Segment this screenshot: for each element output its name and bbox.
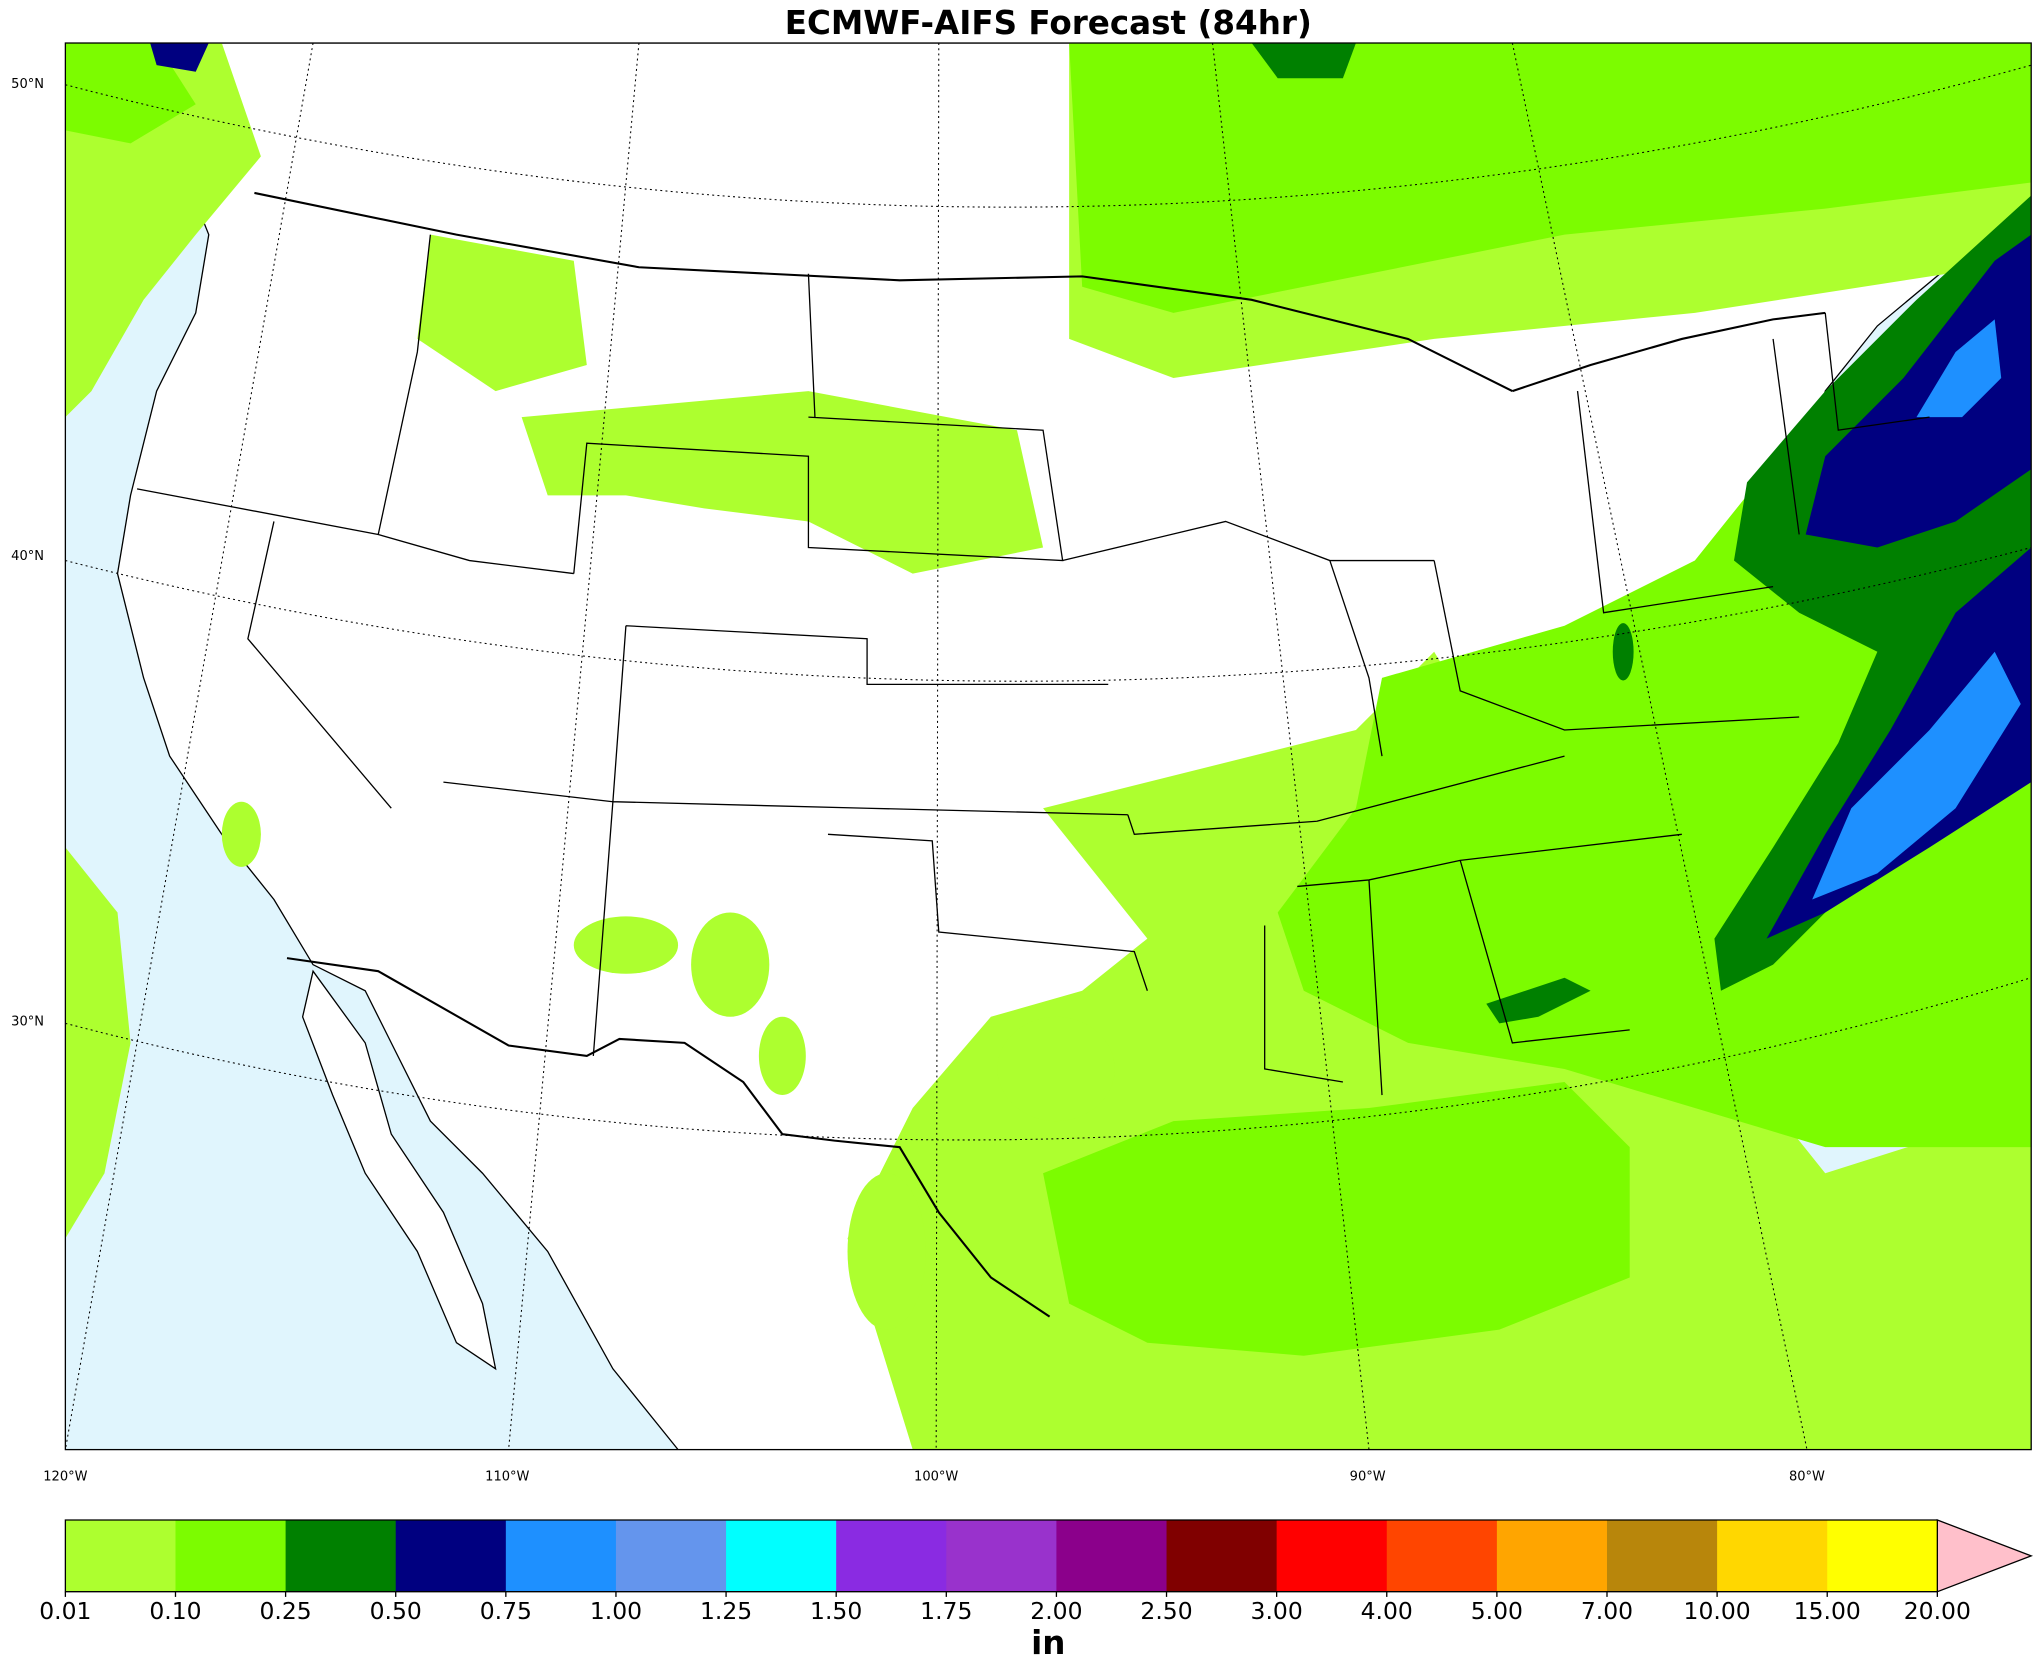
- colorbar-extend: [1936, 1519, 2034, 1593]
- colorbar-tick-label: 1.00: [590, 1597, 642, 1625]
- colorbar-bin: [505, 1519, 617, 1592]
- colorbar-bin: [1386, 1519, 1498, 1592]
- colorbar-tick-label: 5.00: [1471, 1597, 1523, 1625]
- colorbar-bin: [1606, 1519, 1718, 1592]
- map-frame: [64, 42, 2032, 1451]
- colorbar-tick-label: 3.00: [1251, 1597, 1303, 1625]
- colorbar-tick-label: 10.00: [1684, 1597, 1751, 1625]
- colorbar-bin: [175, 1519, 287, 1592]
- colorbar: 0.01 0.10 0.25 0.50 0.75 1.00 1.25 1.50 1.75 2.00…: [39, 1519, 2034, 1625]
- colorbar-tick-label: 0.10: [149, 1597, 201, 1625]
- lat-label: 50°N: [11, 77, 44, 92]
- colorbar-tick-label: 20.00: [1904, 1597, 1971, 1625]
- precip-075: [150, 43, 2032, 939]
- borders: [136, 191, 1930, 1318]
- colorbar-bin: [1056, 1519, 1168, 1592]
- colorbar-tick-label: 0.01: [39, 1597, 91, 1625]
- colorbar-tick-label: 2.50: [1140, 1597, 1192, 1625]
- map: 50°N 40°N 30°N 120°W 110°W 100°W 90°W 80…: [11, 42, 2032, 1484]
- colorbar-bin: [1276, 1519, 1388, 1592]
- lat-label: 30°N: [11, 1015, 44, 1030]
- colorbar-bin: [285, 1519, 397, 1592]
- lon-label: 100°W: [914, 1469, 958, 1484]
- colorbar-tick-label: 0.75: [480, 1597, 532, 1625]
- lon-label: 80°W: [1789, 1469, 1825, 1484]
- lon-label: 90°W: [1350, 1469, 1386, 1484]
- lon-label: 110°W: [485, 1469, 529, 1484]
- colorbar-bin: [1496, 1519, 1608, 1592]
- precip-100: [1812, 319, 2021, 900]
- colorbar-bin: [65, 1519, 177, 1592]
- colorbar-tick-label: 1.75: [920, 1597, 972, 1625]
- colorbar-tick-label: 1.25: [700, 1597, 752, 1625]
- colorbar-bin: [615, 1519, 727, 1592]
- colorbar-tick-label: 15.00: [1794, 1597, 1861, 1625]
- colorbar-bin: [395, 1519, 507, 1592]
- colorbar-bin: [1827, 1519, 1938, 1592]
- colorbar-bin: [836, 1519, 947, 1592]
- land-baja: [301, 969, 497, 1371]
- colorbar-tick-label: 0.50: [370, 1597, 422, 1625]
- colorbar-bin: [726, 1519, 837, 1592]
- colorbar-bin: [1166, 1519, 1278, 1592]
- graticule: [65, 43, 2032, 1450]
- lat-label: 40°N: [11, 549, 44, 564]
- colorbar-unit: in: [1031, 1624, 1065, 1662]
- colorbar-tick-label: 0.25: [259, 1597, 311, 1625]
- colorbar-frame: [64, 1519, 1938, 1593]
- colorbar-tick-label: 2.00: [1030, 1597, 1082, 1625]
- title: ECMWF-AIFS Forecast (84hr): [785, 4, 1312, 42]
- colorbar-tick-label: 4.00: [1361, 1597, 1413, 1625]
- colorbar-bin: [946, 1519, 1058, 1592]
- colorbar-bin: [1717, 1519, 1828, 1592]
- colorbar-tick-label: 7.00: [1581, 1597, 1633, 1625]
- colorbar-tick-label: 1.50: [810, 1597, 862, 1625]
- lon-label: 120°W: [43, 1469, 87, 1484]
